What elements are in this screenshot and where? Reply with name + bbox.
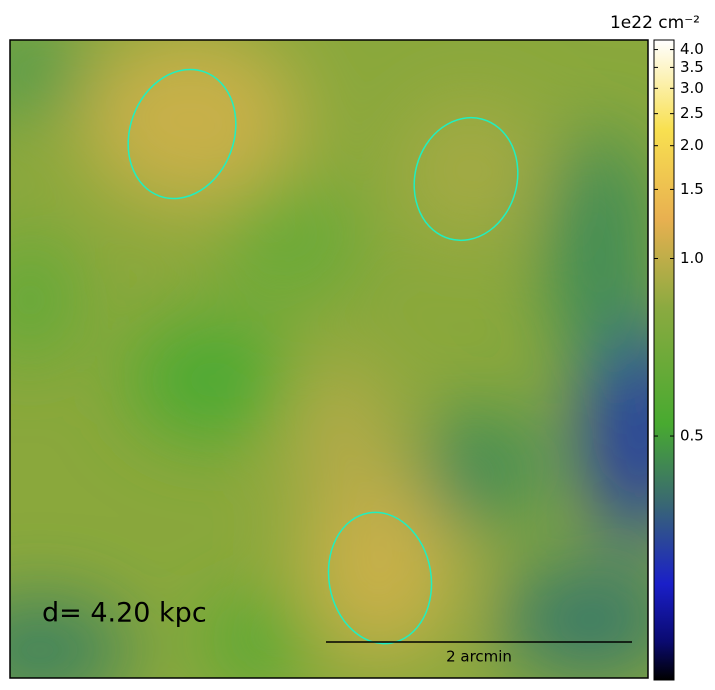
colorbar-label: 1e22 cm⁻²: [610, 13, 700, 33]
distance-label: d= 4.20 kpc: [42, 598, 207, 629]
colorbar-tick-label: 1.0: [680, 249, 704, 267]
scalebar-label: 2 arcmin: [446, 648, 512, 666]
colorbar-tick-label: 3.0: [680, 79, 704, 97]
colorbar-tick-label: 1.5: [680, 180, 704, 198]
colorbar-tick-label: 3.5: [680, 58, 704, 76]
column-density-map: [10, 40, 648, 678]
colorbar: [653, 39, 675, 681]
colorbar-tick-label: 0.5: [680, 427, 704, 445]
colorbar-tick-label: 2.5: [680, 104, 704, 122]
colorbar-tick-label: 2.0: [680, 136, 704, 154]
colorbar-tick-label: 4.0: [680, 40, 704, 58]
